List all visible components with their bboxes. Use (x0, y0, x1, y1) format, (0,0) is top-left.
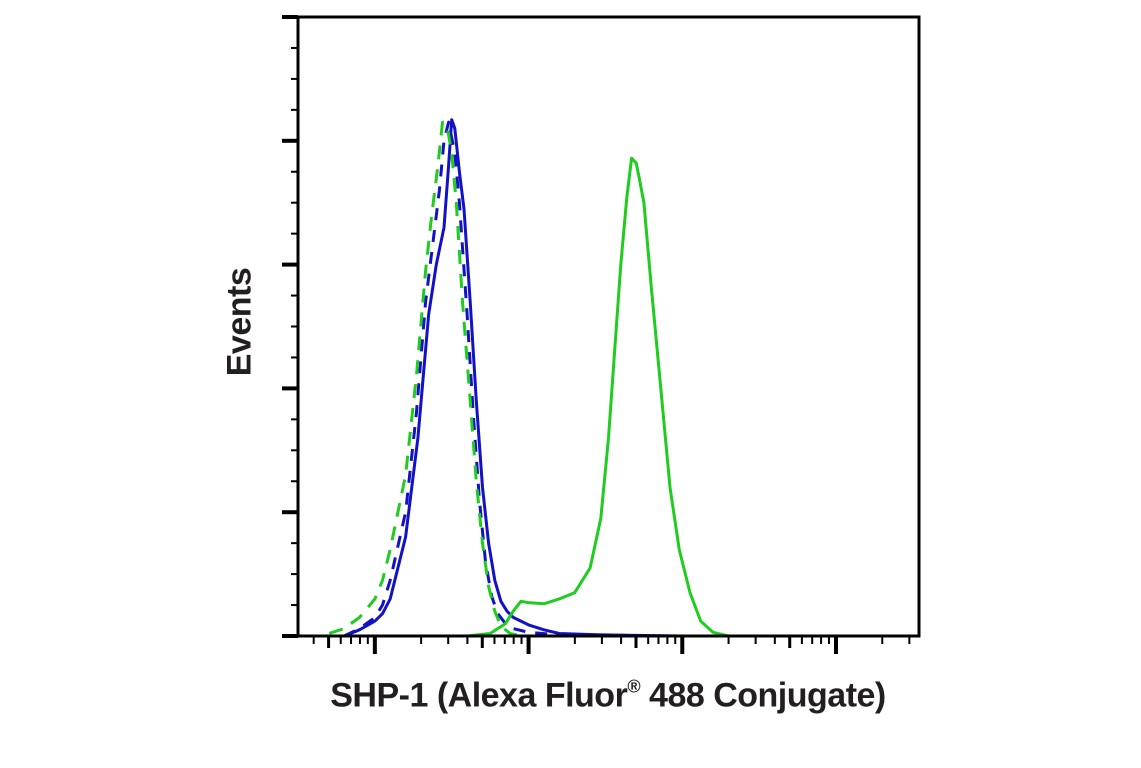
x-axis-label-main: SHP-1 (Alexa Fluor (330, 676, 628, 715)
histogram-curves (298, 118, 919, 638)
series-green-dashed (305, 120, 919, 638)
x-axis-label-tail: 488 Conjugate) (640, 676, 886, 715)
registered-mark: ® (627, 676, 641, 697)
y-axis-label: Events (220, 267, 259, 377)
plot-frame (296, 15, 921, 638)
x-axis-label: SHP-1 (Alexa Fluor® 488 Conjugate) (330, 677, 886, 716)
series-blue-solid (343, 118, 919, 638)
series-blue-dashed (343, 120, 919, 638)
series-green-solid (298, 156, 919, 638)
axes (282, 15, 921, 654)
